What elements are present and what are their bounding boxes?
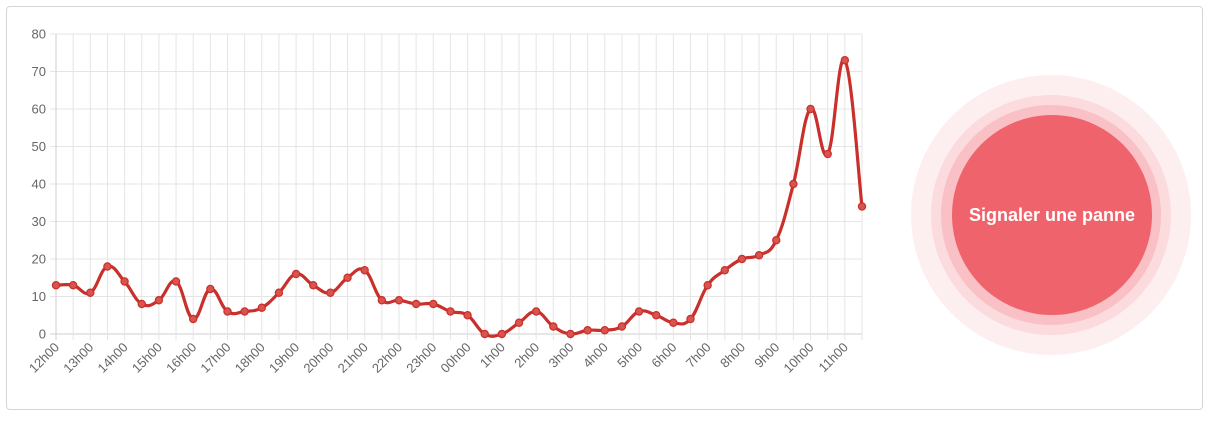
data-point <box>857 202 867 211</box>
data-point <box>188 314 198 324</box>
chart-card: 0 10 20 30 40 50 60 70 80 12h00 13h00 14h00 15h00 16… <box>6 6 1203 410</box>
data-point <box>137 299 146 309</box>
y-tick-label: 50 <box>32 139 46 154</box>
data-point <box>103 262 112 271</box>
data-points <box>51 56 867 339</box>
x-tick-label: 22h00 <box>369 340 405 376</box>
data-point <box>823 149 832 159</box>
data-point <box>840 56 850 65</box>
data-point <box>274 288 284 297</box>
x-tick-label: 10h00 <box>781 340 817 376</box>
x-tick-label: 5h00 <box>614 340 645 371</box>
data-point <box>463 311 472 320</box>
x-tick-label: 7h00 <box>683 340 714 371</box>
series-line <box>54 58 864 338</box>
data-point <box>154 296 164 305</box>
x-tick-label: 4h00 <box>580 340 611 371</box>
x-tick-label: 16h00 <box>163 340 199 376</box>
y-tick-label: 10 <box>32 289 46 304</box>
data-point <box>669 318 678 327</box>
x-tick-label: 8h00 <box>717 340 748 371</box>
data-point <box>223 307 232 316</box>
x-tick-label: 3h00 <box>546 340 577 371</box>
data-point <box>720 266 730 275</box>
data-point <box>446 307 455 316</box>
x-tick-label: 17h00 <box>197 340 233 376</box>
data-point <box>171 277 181 286</box>
report-button-halo: Signaler une panne <box>911 75 1191 355</box>
data-point <box>68 281 78 290</box>
data-point <box>566 329 575 339</box>
x-tick-label: 15h00 <box>129 340 165 376</box>
y-tick-label: 40 <box>32 177 46 192</box>
x-tick-label: 6h00 <box>648 340 679 371</box>
report-failure-button[interactable]: Signaler une panne <box>952 115 1152 315</box>
data-point <box>51 281 61 290</box>
data-point <box>789 179 798 189</box>
data-point <box>617 322 627 331</box>
x-tick-label: 2h00 <box>511 340 542 371</box>
x-tick-label: 20h00 <box>300 340 336 376</box>
data-point <box>549 322 558 331</box>
y-tick-label: 60 <box>32 102 46 117</box>
data-point <box>806 104 815 114</box>
x-tick-label: 14h00 <box>95 340 131 376</box>
x-axis-ticks: 12h0013h0014h0015h0016h0017h0018h0019h00… <box>26 340 851 376</box>
data-point <box>377 296 387 305</box>
x-tick-label: 18h00 <box>232 340 268 376</box>
data-point <box>531 307 541 316</box>
data-point <box>360 266 369 275</box>
grid <box>50 33 863 340</box>
data-point <box>86 288 95 297</box>
y-tick-label: 0 <box>39 327 46 342</box>
data-point <box>497 329 507 339</box>
x-tick-label: 23h00 <box>403 340 439 376</box>
data-point <box>429 299 438 309</box>
data-point <box>291 269 301 279</box>
y-axis-ticks: 0 10 20 30 40 50 60 70 80 <box>32 27 46 342</box>
data-point <box>343 273 352 282</box>
data-point <box>120 277 129 286</box>
x-tick-label: 13h00 <box>60 340 96 376</box>
data-point <box>634 307 644 316</box>
x-tick-label: 12h00 <box>26 340 62 376</box>
data-point <box>309 281 318 290</box>
x-tick-label: 19h00 <box>266 340 302 376</box>
data-point <box>583 326 592 335</box>
data-point <box>394 296 404 305</box>
data-point <box>652 311 661 320</box>
data-point <box>600 326 609 335</box>
data-point <box>326 288 335 297</box>
x-tick-label: 21h00 <box>335 340 371 376</box>
x-tick-label: 11h00 <box>815 340 850 375</box>
y-tick-label: 30 <box>32 214 46 229</box>
y-tick-label: 20 <box>32 252 46 267</box>
data-point <box>703 281 712 290</box>
data-point <box>754 251 764 260</box>
data-point <box>514 318 524 327</box>
data-point <box>411 299 421 309</box>
line-chart: 0 10 20 30 40 50 60 70 80 12h0013h0014h0015h0016… <box>26 27 867 376</box>
x-tick-label: 1h00 <box>477 340 508 371</box>
data-point <box>206 284 215 294</box>
data-point <box>240 307 249 316</box>
data-point <box>686 314 695 324</box>
y-tick-label: 70 <box>32 64 46 79</box>
data-point <box>257 303 266 312</box>
y-tick-label: 80 <box>32 27 46 42</box>
data-point <box>772 236 781 245</box>
x-tick-label: 00h00 <box>438 340 474 376</box>
data-point <box>737 254 747 264</box>
x-tick-label: 9h00 <box>751 340 782 371</box>
data-point <box>480 329 489 339</box>
